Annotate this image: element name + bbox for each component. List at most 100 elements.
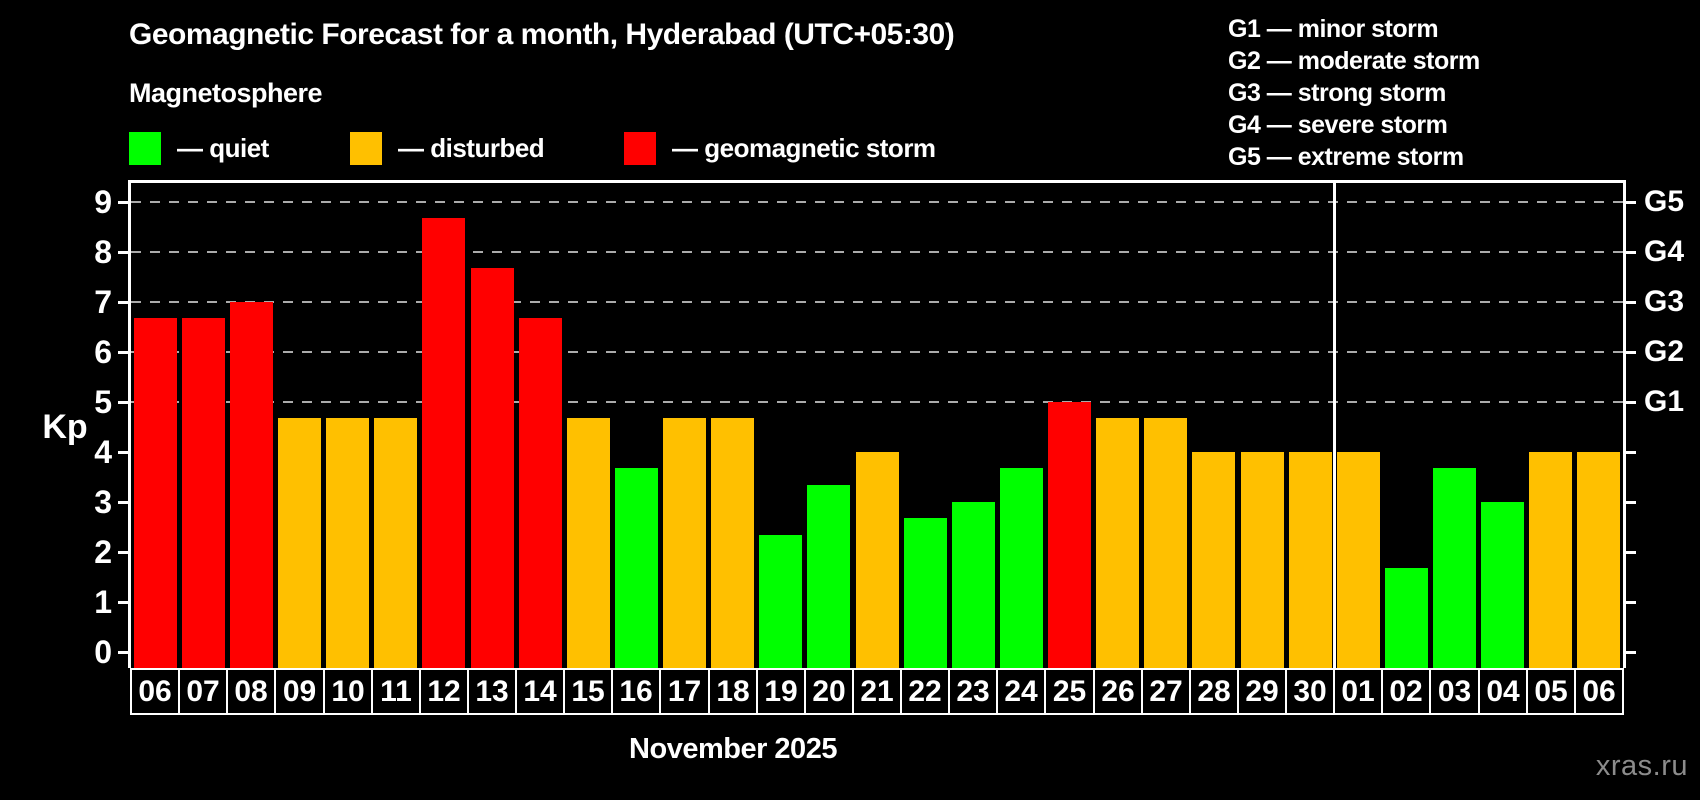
- kp-bar-09: [278, 418, 321, 668]
- date-label-09-nov: 09: [274, 668, 325, 715]
- kp-bar-03: [1433, 468, 1476, 668]
- legend-item-quiet: — quiet: [129, 132, 269, 165]
- legend-label-quiet: — quiet: [177, 133, 269, 163]
- kp-bar-06: [1577, 452, 1621, 668]
- date-label-05-dec: 05: [1526, 668, 1576, 715]
- ytick-label-3: 3: [94, 484, 112, 520]
- date-label-18-nov: 18: [708, 668, 758, 715]
- right-axis-tick-1: [1626, 601, 1636, 604]
- ytick-label-9: 9: [94, 184, 112, 220]
- date-label-16-nov: 16: [611, 668, 661, 715]
- kp-bar-11: [374, 418, 418, 668]
- date-label-30-nov: 30: [1285, 668, 1335, 715]
- kp-bar-28: [1192, 452, 1236, 668]
- page-title: Geomagnetic Forecast for a month, Hydera…: [129, 18, 955, 51]
- month-separator: [1332, 183, 1336, 668]
- kp-bar-13: [470, 268, 514, 668]
- date-label-03-dec: 03: [1429, 668, 1480, 715]
- kp-bar-24: [999, 468, 1043, 668]
- date-label-14-nov: 14: [515, 668, 565, 715]
- kp-bar-21: [855, 452, 899, 668]
- ytick-label-0: 0: [94, 634, 112, 670]
- date-label-27-nov: 27: [1141, 668, 1191, 715]
- legend-label-storm: — geomagnetic storm: [672, 133, 936, 163]
- right-axis-label-g4: G4: [1644, 235, 1685, 268]
- right-axis-tick-7: [1626, 301, 1636, 304]
- quiet-color-swatch: [129, 132, 161, 165]
- date-label-06-dec: 06: [1574, 668, 1624, 715]
- x-axis-month-caption: November 2025: [629, 733, 837, 765]
- right-axis-label-g2: G2: [1644, 335, 1685, 368]
- left-axis-tick-9: [118, 201, 128, 204]
- kp-bar-06: [133, 318, 177, 668]
- legend-item-storm: — geomagnetic storm: [624, 132, 936, 165]
- storm-color-swatch: [624, 132, 656, 165]
- plot-area: [131, 183, 1623, 668]
- gridline-kp6: [131, 351, 1623, 353]
- kp-bar-14: [518, 318, 562, 668]
- kp-bar-23: [951, 502, 995, 668]
- y-axis-title: Kp: [42, 408, 88, 446]
- kp-bar-15: [566, 418, 610, 668]
- kp-bar-05: [1529, 452, 1573, 668]
- date-label-11-nov: 11: [371, 668, 421, 715]
- left-axis-tick-5: [118, 401, 128, 404]
- disturbed-color-swatch: [350, 132, 382, 165]
- right-axis-tick-5: [1626, 401, 1636, 404]
- right-axis-tick-0: [1626, 651, 1636, 654]
- legend-label-disturbed: — disturbed: [398, 133, 545, 163]
- date-label-29-nov: 29: [1237, 668, 1287, 715]
- gridline-kp9: [131, 201, 1623, 203]
- date-label-10-nov: 10: [323, 668, 373, 715]
- date-label-04-dec: 04: [1478, 668, 1528, 715]
- left-axis-line: [128, 180, 131, 668]
- date-label-17-nov: 17: [659, 668, 710, 715]
- g4-legend-line: G4 — severe storm: [1228, 111, 1448, 139]
- kp-bar-25: [1048, 402, 1091, 668]
- ytick-label-4: 4: [94, 434, 112, 470]
- date-label-07-nov: 07: [178, 668, 228, 715]
- ytick-label-5: 5: [94, 384, 112, 420]
- date-label-28-nov: 28: [1189, 668, 1239, 715]
- right-axis-tick-6: [1626, 351, 1636, 354]
- left-axis-tick-3: [118, 501, 128, 504]
- g5-legend-line: G5 — extreme storm: [1228, 143, 1464, 171]
- kp-bar-12: [422, 218, 466, 668]
- date-label-24-nov: 24: [996, 668, 1046, 715]
- g3-legend-line: G3 — strong storm: [1228, 79, 1446, 107]
- watermark: xras.ru: [1595, 750, 1688, 782]
- storm-scale-legend: G1 — minor storm G2 — moderate storm G3 …: [1228, 13, 1480, 173]
- kp-bar-27: [1144, 418, 1188, 668]
- kp-bar-02: [1384, 568, 1428, 668]
- date-label-21-nov: 21: [852, 668, 902, 715]
- kp-bar-18: [711, 418, 755, 668]
- ytick-label-8: 8: [94, 234, 112, 270]
- date-label-22-nov: 22: [900, 668, 950, 715]
- kp-bar-07: [181, 318, 225, 668]
- right-axis-tick-2: [1626, 551, 1636, 554]
- right-axis-label-g3: G3: [1644, 285, 1685, 318]
- left-axis-tick-1: [118, 601, 128, 604]
- right-axis-tick-3: [1626, 501, 1636, 504]
- date-label-26-nov: 26: [1093, 668, 1143, 715]
- kp-bar-22: [903, 518, 947, 668]
- ytick-label-7: 7: [94, 284, 112, 320]
- left-axis-tick-0: [118, 651, 128, 654]
- kp-bar-20: [807, 485, 851, 668]
- right-axis-tick-4: [1626, 451, 1636, 454]
- kp-bar-16: [614, 468, 658, 668]
- legend-item-disturbed: — disturbed: [350, 132, 545, 165]
- date-label-12-nov: 12: [419, 668, 469, 715]
- left-axis-tick-7: [118, 301, 128, 304]
- gridline-kp8: [131, 251, 1623, 253]
- date-label-02-dec: 02: [1381, 668, 1431, 715]
- kp-bar-17: [663, 418, 706, 668]
- right-axis-label-g1: G1: [1644, 385, 1685, 418]
- left-axis-tick-2: [118, 551, 128, 554]
- kp-bar-19: [759, 535, 803, 668]
- right-axis-line: [1623, 180, 1626, 668]
- chart-subtitle: Magnetosphere: [129, 78, 323, 108]
- kp-bar-04: [1481, 502, 1525, 668]
- kp-bar-29: [1240, 452, 1284, 668]
- date-label-06-nov: 06: [130, 668, 180, 715]
